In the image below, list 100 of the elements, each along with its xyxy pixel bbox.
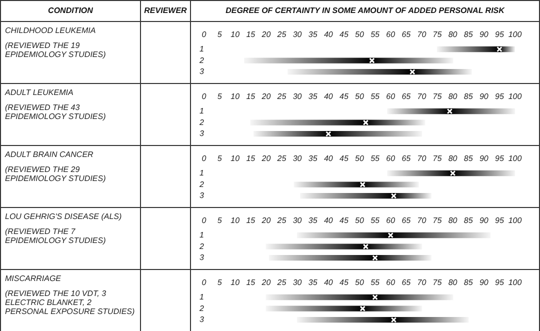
x-tick-label: 85 <box>464 216 474 226</box>
bar <box>244 58 454 64</box>
bar <box>296 232 490 238</box>
x-tick-label: 40 <box>324 216 334 226</box>
x-tick-label: 10 <box>230 30 240 40</box>
bar <box>253 131 422 137</box>
x-tick-label: 55 <box>370 30 380 40</box>
x-tick-label: 10 <box>230 216 240 226</box>
x-tick-label: 5 <box>217 154 222 164</box>
x-tick-label: 75 <box>432 278 442 288</box>
x-tick-label: 50 <box>355 92 364 102</box>
x-tick-label: 90 <box>479 154 489 164</box>
x-tick-label: 55 <box>370 92 380 102</box>
x-tick-label: 50 <box>355 154 364 164</box>
x-tick-label: 85 <box>464 278 474 288</box>
text: MISCARRIAGE <box>5 274 62 284</box>
x-tick-label: 5 <box>217 278 222 288</box>
y-tick-label: 2 <box>198 304 205 313</box>
x-tick-label: 90 <box>479 278 489 288</box>
x-tick-label: 95 <box>494 216 504 226</box>
bar <box>266 306 422 312</box>
x-tick-label: 15 <box>246 216 256 226</box>
x-tick-label: 70 <box>417 30 427 40</box>
x-tick-label: 80 <box>448 216 458 226</box>
x-axis-title: DEGREE OF CERTAINTY IN SOME AMOUNT OF ADDED PERSONAL RISK <box>224 5 506 17</box>
y-tick-label: 1 <box>200 230 204 240</box>
x-tick-label: 90 <box>479 216 489 226</box>
x-tick-label: 100 <box>508 154 522 164</box>
x-tick-label: 80 <box>448 92 458 102</box>
y-tick-label: 2 <box>198 56 205 65</box>
text: CONDITION <box>1 1 141 21</box>
y-tick-label: 1 <box>200 106 204 116</box>
x-tick-label: 35 <box>308 154 318 164</box>
x-tick-label: 75 <box>432 154 442 164</box>
x-tick-label: 50 <box>355 30 364 40</box>
y-tick-label: 3 <box>200 191 205 200</box>
bar <box>387 170 515 176</box>
x-tick-label: 0 <box>202 92 207 102</box>
x-tick-label: 65 <box>402 30 412 40</box>
x-tick-label: 0 <box>202 278 207 288</box>
x-tick-label: 80 <box>448 154 458 164</box>
x-tick-label: 50 <box>355 216 364 226</box>
x-tick-label: 20 <box>260 92 272 102</box>
x-tick-label: 30 <box>292 154 302 164</box>
x-tick-label: 25 <box>276 92 287 102</box>
x-tick-label: 35 <box>308 92 318 102</box>
x-tick-label: 30 <box>292 216 302 226</box>
x-tick-label: 15 <box>246 92 256 102</box>
x-tick-label: 0 <box>202 30 207 40</box>
x-tick-label: 40 <box>324 154 334 164</box>
y-tick-label: 3 <box>200 67 205 76</box>
text: ADULT LEUKEMIA <box>4 88 74 98</box>
x-tick-label: 60 <box>386 30 396 40</box>
x-tick-label: 5 <box>217 30 222 40</box>
x-tick-label: 100 <box>508 92 522 102</box>
x-tick-label: 20 <box>260 278 272 288</box>
x-tick-label: 100 <box>508 30 522 40</box>
x-tick-label: 10 <box>230 92 240 102</box>
y-tick-label: 2 <box>198 118 205 127</box>
x-tick-label: 55 <box>370 154 380 164</box>
x-tick-label: 65 <box>402 216 412 226</box>
text: (REVIEWED THE 10 VDT, 3 ELECTRIC BLANKET, 2 PERSONAL EXPOSURE STUDIES) <box>5 289 135 316</box>
x-tick-label: 0 <box>202 216 207 226</box>
y-tick-label: 3 <box>200 315 205 324</box>
x-tick-label: 25 <box>276 216 287 226</box>
text: LOU GEHRIG'S DISEASE (ALS) <box>5 212 122 222</box>
x-tick-label: 60 <box>386 278 396 288</box>
text: CHILDHOOD LEUKEMIA <box>5 26 96 36</box>
x-tick-label: 50 <box>355 278 364 288</box>
x-tick-label: 10 <box>230 278 240 288</box>
x-tick-label: 75 <box>432 92 442 102</box>
x-tick-label: 85 <box>464 92 474 102</box>
x-tick-label: 55 <box>370 278 380 288</box>
x-tick-label: 70 <box>417 216 427 226</box>
x-tick-label: 35 <box>308 278 318 288</box>
y-tick-label: 3 <box>200 129 205 138</box>
text: (REVIEWED THE 19 EPIDEMIOLOGY STUDIES) <box>5 41 106 60</box>
x-tick-label: 60 <box>386 154 396 164</box>
x-tick-label: 35 <box>308 30 318 40</box>
x-tick-label: 40 <box>324 92 334 102</box>
bar <box>294 182 419 188</box>
x-tick-label: 45 <box>339 92 349 102</box>
x-tick-label: 20 <box>260 216 272 226</box>
x-tick-label: 25 <box>276 30 287 40</box>
x-tick-label: 15 <box>246 278 256 288</box>
x-tick-label: 65 <box>402 154 412 164</box>
bar <box>288 69 472 75</box>
x-tick-label: 95 <box>494 278 504 288</box>
bar <box>266 294 454 300</box>
y-axis-title: REVIEWER <box>141 1 191 21</box>
x-tick-label: 45 <box>339 154 349 164</box>
text: (REVIEWED THE 43 EPIDEMIOLOGY STUDIES) <box>5 103 106 122</box>
bar <box>436 46 515 52</box>
text: ADULT BRAIN CANCER <box>4 150 94 160</box>
x-tick-label: 95 <box>494 92 504 102</box>
x-tick-label: 25 <box>276 278 287 288</box>
x-tick-label: 30 <box>292 92 302 102</box>
y-tick-label: 2 <box>198 180 205 189</box>
x-tick-label: 45 <box>339 278 349 288</box>
x-tick-label: 80 <box>448 30 458 40</box>
